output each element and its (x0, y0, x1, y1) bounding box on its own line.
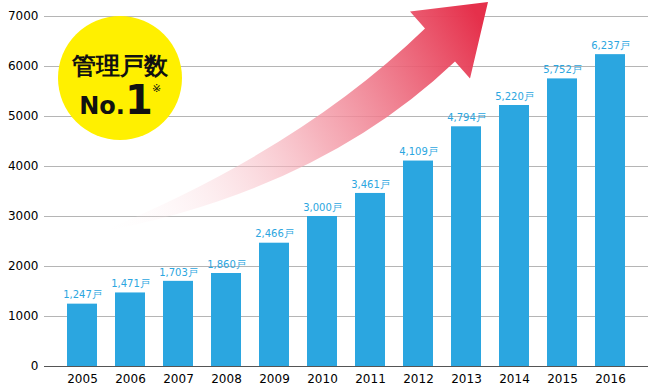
svg-text:1000: 1000 (8, 309, 39, 323)
svg-text:2005: 2005 (67, 372, 98, 386)
svg-text:4000: 4000 (8, 159, 39, 173)
svg-text:0: 0 (31, 359, 39, 373)
svg-text:2,466戸: 2,466戸 (255, 228, 294, 239)
svg-text:2014: 2014 (499, 372, 530, 386)
svg-text:1,247戸: 1,247戸 (63, 289, 102, 300)
svg-text:3000: 3000 (8, 209, 39, 223)
svg-text:5000: 5000 (8, 109, 39, 123)
svg-text:6000: 6000 (8, 59, 39, 73)
svg-text:1,703戸: 1,703戸 (159, 267, 198, 278)
svg-text:2013: 2013 (451, 372, 482, 386)
svg-text:5,752戸: 5,752戸 (543, 64, 582, 75)
svg-text:※: ※ (152, 82, 161, 95)
svg-text:3,461戸: 3,461戸 (351, 179, 390, 190)
svg-text:No.1: No.1 (79, 77, 153, 123)
svg-text:5,220戸: 5,220戸 (495, 91, 534, 102)
svg-text:2016: 2016 (595, 372, 626, 386)
svg-text:2006: 2006 (115, 372, 146, 386)
svg-text:2007: 2007 (163, 372, 194, 386)
svg-text:2008: 2008 (211, 372, 242, 386)
svg-text:7000: 7000 (8, 9, 39, 23)
svg-text:1,860戸: 1,860戸 (207, 259, 246, 270)
svg-text:2012: 2012 (403, 372, 434, 386)
svg-text:2000: 2000 (8, 259, 39, 273)
svg-text:2015: 2015 (547, 372, 578, 386)
svg-text:3,000戸: 3,000戸 (303, 202, 342, 213)
svg-text:2009: 2009 (259, 372, 290, 386)
svg-text:4,109戸: 4,109戸 (399, 146, 438, 157)
svg-text:2010: 2010 (307, 372, 338, 386)
svg-text:1,471戸: 1,471戸 (111, 278, 150, 289)
svg-text:管理戸数: 管理戸数 (71, 52, 169, 80)
svg-text:2011: 2011 (355, 372, 386, 386)
svg-text:6,237戸: 6,237戸 (591, 40, 630, 51)
svg-text:4,794戸: 4,794戸 (447, 112, 486, 123)
